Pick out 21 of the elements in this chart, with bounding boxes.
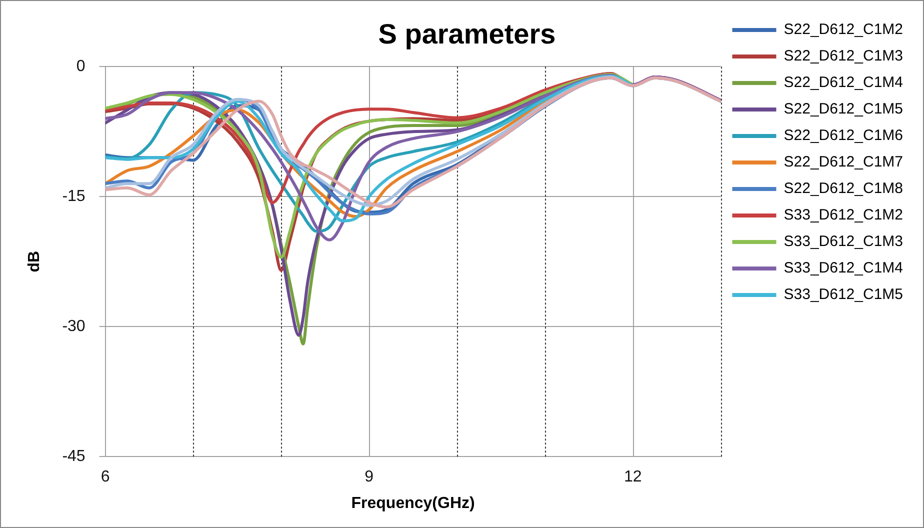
- legend-label: S22_D612_C1M7: [784, 154, 904, 171]
- legend-label: S22_D612_C1M5: [784, 100, 904, 118]
- x-tick-label: 6: [100, 468, 110, 486]
- y-tick-label: -30: [62, 318, 86, 336]
- legend-label: S33_D612_C1M3: [784, 233, 904, 250]
- legend-label: S22_D612_C1M4: [784, 74, 904, 92]
- legend-label: S22_D612_C1M6: [784, 127, 904, 144]
- legend-label: S22_D612_C1M2: [784, 21, 904, 38]
- x-tick-label: 9: [364, 468, 374, 486]
- y-tick-label: -15: [62, 188, 86, 206]
- legend-label: S22_D612_C1M3: [784, 48, 904, 65]
- legend-label: S33_D612_C1M5: [784, 286, 904, 304]
- x-axis-title: Frequency(GHz): [351, 494, 475, 512]
- legend-label: S33_D612_C1M4: [784, 260, 904, 277]
- x-tick-label: 12: [624, 468, 642, 486]
- y-tick-label: -45: [62, 448, 86, 466]
- chart-title: S parameters: [378, 18, 556, 50]
- legend-label: S33_D612_C1M2: [784, 206, 904, 224]
- legend-label: S22_D612_C1M8: [784, 180, 904, 198]
- y-tick-label: 0: [76, 58, 86, 76]
- y-axis-title: dB: [26, 250, 44, 272]
